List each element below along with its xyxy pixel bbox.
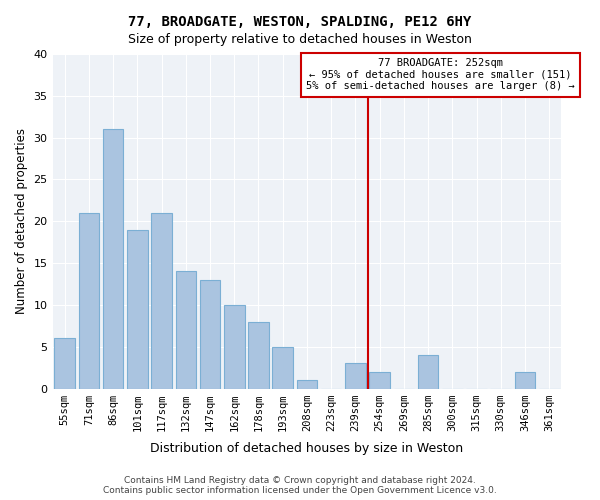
- Bar: [151, 213, 172, 388]
- Bar: [296, 380, 317, 388]
- Bar: [224, 305, 245, 388]
- Bar: [176, 272, 196, 388]
- Y-axis label: Number of detached properties: Number of detached properties: [15, 128, 28, 314]
- Bar: [370, 372, 390, 388]
- Bar: [103, 130, 124, 388]
- Bar: [200, 280, 220, 388]
- Bar: [418, 355, 439, 388]
- Text: 77 BROADGATE: 252sqm
← 95% of detached houses are smaller (151)
5% of semi-detac: 77 BROADGATE: 252sqm ← 95% of detached h…: [306, 58, 575, 92]
- Bar: [55, 338, 75, 388]
- Bar: [345, 364, 365, 388]
- Bar: [515, 372, 535, 388]
- Bar: [79, 213, 99, 388]
- Text: Contains HM Land Registry data © Crown copyright and database right 2024.
Contai: Contains HM Land Registry data © Crown c…: [103, 476, 497, 495]
- Bar: [127, 230, 148, 388]
- Bar: [272, 346, 293, 389]
- Text: Size of property relative to detached houses in Weston: Size of property relative to detached ho…: [128, 32, 472, 46]
- X-axis label: Distribution of detached houses by size in Weston: Distribution of detached houses by size …: [151, 442, 464, 455]
- Bar: [248, 322, 269, 388]
- Text: 77, BROADGATE, WESTON, SPALDING, PE12 6HY: 77, BROADGATE, WESTON, SPALDING, PE12 6H…: [128, 15, 472, 29]
